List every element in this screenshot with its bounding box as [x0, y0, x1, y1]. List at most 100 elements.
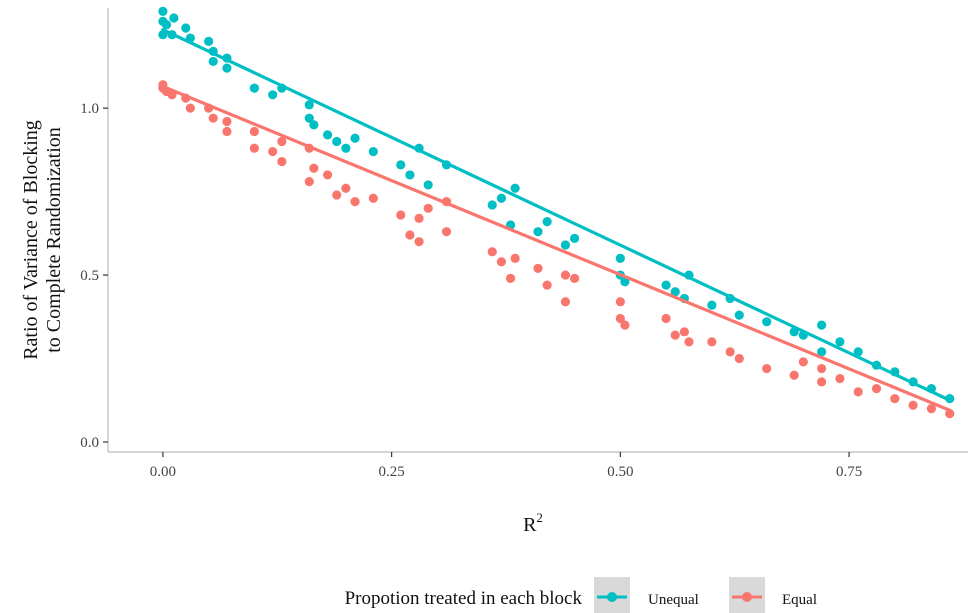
y-axis-title-line-2: to Complete Randomization — [43, 127, 65, 353]
data-point-equal — [542, 280, 552, 290]
series-unequal — [158, 6, 955, 404]
y-ticks: 0.0 0.5 1.0 — [80, 101, 108, 451]
y-axis-title-line-1: Ratio of Variance of Blocking — [20, 120, 42, 360]
data-point-unequal — [762, 317, 772, 327]
data-point-equal — [853, 387, 863, 397]
data-point-equal — [798, 357, 808, 367]
data-point-unequal — [322, 130, 333, 140]
data-point-unequal — [222, 63, 232, 73]
data-point-equal — [414, 213, 424, 223]
data-point-equal — [268, 146, 278, 157]
y-tick-label: 0.0 — [80, 435, 99, 451]
x-ticks: 0.00 0.25 0.50 0.75 — [150, 452, 862, 480]
data-point-equal — [817, 363, 827, 374]
fit-line-unequal — [161, 28, 952, 402]
data-point-equal — [322, 170, 333, 180]
data-point-unequal — [204, 36, 214, 46]
data-point-equal — [615, 297, 625, 307]
data-point-equal — [405, 230, 415, 240]
data-point-equal — [725, 347, 735, 357]
data-point-unequal — [169, 13, 179, 23]
data-point-unequal — [817, 347, 827, 357]
data-point-unequal — [487, 200, 497, 210]
data-point-equal — [661, 313, 671, 324]
x-tick-label: 0.50 — [607, 464, 633, 480]
data-point-equal — [890, 393, 900, 404]
data-point-equal — [441, 227, 452, 237]
data-point-unequal — [510, 183, 520, 193]
data-point-equal — [670, 330, 680, 340]
data-point-equal — [487, 247, 497, 257]
data-point-equal — [277, 136, 287, 147]
data-point-equal — [304, 176, 314, 187]
data-point-equal — [505, 273, 516, 284]
y-tick-label: 1.0 — [80, 101, 99, 117]
data-point-unequal — [560, 240, 571, 250]
data-point-equal — [423, 203, 433, 213]
data-point-unequal — [405, 170, 415, 180]
data-point-equal — [789, 370, 799, 380]
data-point-equal — [926, 404, 937, 414]
data-point-unequal — [309, 120, 319, 130]
data-point-unequal — [734, 310, 744, 320]
data-point-equal — [707, 337, 717, 347]
data-point-equal — [350, 197, 360, 207]
data-point-unequal — [569, 233, 580, 243]
x-axis-title-base: R — [523, 514, 537, 536]
data-point-unequal — [661, 280, 671, 290]
data-point-equal — [414, 237, 424, 247]
data-point-unequal — [396, 160, 406, 170]
data-point-unequal — [350, 133, 360, 143]
data-point-unequal — [268, 90, 278, 100]
data-point-unequal — [208, 56, 218, 67]
data-point-unequal — [615, 253, 625, 263]
legend-title: Propotion treated in each block — [345, 588, 583, 609]
data-point-unequal — [835, 337, 845, 347]
data-point-unequal — [542, 217, 552, 227]
data-point-equal — [341, 183, 351, 193]
data-point-unequal — [496, 193, 507, 203]
data-point-equal — [277, 156, 287, 167]
x-axis-title: R2 — [523, 510, 543, 536]
data-point-equal — [496, 257, 507, 267]
series-equal — [158, 80, 955, 419]
data-point-equal — [368, 193, 378, 203]
data-point-equal — [679, 327, 689, 337]
data-point-equal — [871, 383, 882, 394]
data-point-equal — [249, 143, 259, 153]
data-point-equal — [510, 253, 520, 263]
data-point-equal — [620, 320, 630, 330]
data-point-equal — [945, 409, 955, 419]
y-tick-label: 0.5 — [80, 268, 99, 284]
data-point-unequal — [620, 277, 630, 287]
data-point-equal — [560, 297, 571, 307]
data-point-equal — [615, 313, 625, 324]
data-point-equal — [684, 337, 694, 347]
data-point-unequal — [158, 6, 168, 16]
data-point-unequal — [181, 23, 191, 33]
data-point-equal — [533, 263, 543, 273]
data-point-unequal — [304, 100, 314, 110]
legend: Propotion treated in each block Unequal … — [345, 577, 817, 613]
data-point-equal — [222, 126, 232, 137]
series-layer — [158, 6, 955, 419]
data-point-equal — [332, 190, 342, 200]
data-point-equal — [835, 373, 845, 384]
data-point-unequal — [304, 113, 314, 123]
data-point-equal — [396, 210, 406, 220]
data-point-equal — [569, 273, 580, 284]
data-point-unequal — [249, 83, 259, 93]
x-tick-label: 0.75 — [836, 464, 862, 480]
data-point-unequal — [161, 20, 172, 30]
data-point-unequal — [423, 180, 433, 190]
legend-item-unequal: Unequal — [594, 577, 699, 613]
x-tick-label: 0.25 — [378, 464, 404, 480]
data-point-unequal — [670, 287, 680, 297]
data-point-equal — [185, 103, 195, 113]
legend-item-equal: Equal — [729, 577, 817, 613]
data-point-equal — [908, 400, 918, 410]
legend-label-equal: Equal — [782, 592, 817, 608]
legend-key-dot-unequal — [607, 592, 617, 602]
data-point-unequal — [817, 320, 827, 330]
